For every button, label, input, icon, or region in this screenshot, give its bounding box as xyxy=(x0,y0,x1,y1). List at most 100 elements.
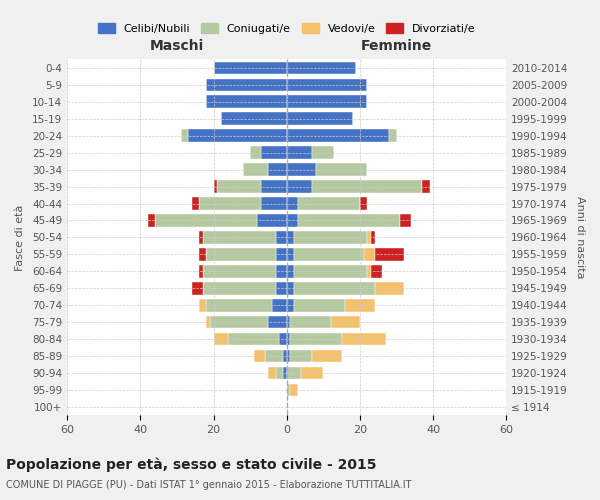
Bar xyxy=(290,384,298,396)
Bar xyxy=(294,231,367,243)
Bar xyxy=(199,265,203,278)
Bar xyxy=(276,282,287,294)
Bar xyxy=(148,214,155,227)
Bar xyxy=(191,282,203,294)
Bar xyxy=(287,214,298,227)
Bar xyxy=(276,265,287,278)
Bar xyxy=(360,197,367,210)
Bar xyxy=(283,366,287,380)
Bar xyxy=(268,164,287,176)
Bar xyxy=(313,350,341,362)
Bar xyxy=(374,282,404,294)
Bar xyxy=(199,248,206,260)
Bar xyxy=(181,130,188,142)
Bar xyxy=(346,299,374,312)
Bar xyxy=(371,231,374,243)
Bar xyxy=(287,350,290,362)
Text: COMUNE DI PIAGGE (PU) - Dati ISTAT 1° gennaio 2015 - Elaborazione TUTTITALIA.IT: COMUNE DI PIAGGE (PU) - Dati ISTAT 1° ge… xyxy=(6,480,412,490)
Bar xyxy=(287,316,290,328)
Bar xyxy=(214,332,228,345)
Bar xyxy=(400,214,411,227)
Bar xyxy=(287,282,294,294)
Bar xyxy=(228,332,280,345)
Bar xyxy=(199,299,206,312)
Bar xyxy=(298,214,400,227)
Bar xyxy=(374,248,404,260)
Bar xyxy=(422,180,430,193)
Bar xyxy=(268,366,276,380)
Bar xyxy=(301,366,323,380)
Bar xyxy=(203,231,276,243)
Bar xyxy=(313,180,422,193)
Bar xyxy=(283,350,287,362)
Bar xyxy=(287,299,294,312)
Bar xyxy=(331,316,360,328)
Bar xyxy=(261,197,287,210)
Bar xyxy=(261,180,287,193)
Bar xyxy=(298,197,360,210)
Bar xyxy=(367,265,371,278)
Y-axis label: Fasce di età: Fasce di età xyxy=(15,204,25,270)
Bar xyxy=(287,78,367,92)
Bar xyxy=(287,146,313,159)
Bar xyxy=(294,265,367,278)
Bar xyxy=(367,231,371,243)
Bar xyxy=(217,180,261,193)
Bar xyxy=(389,130,397,142)
Bar xyxy=(287,62,356,74)
Bar xyxy=(287,130,389,142)
Bar xyxy=(290,316,331,328)
Bar xyxy=(268,316,287,328)
Bar xyxy=(287,197,298,210)
Bar xyxy=(287,366,301,380)
Text: Femmine: Femmine xyxy=(361,38,432,52)
Bar xyxy=(243,164,268,176)
Bar xyxy=(214,62,287,74)
Bar xyxy=(257,214,287,227)
Bar xyxy=(341,332,386,345)
Bar xyxy=(265,350,283,362)
Bar xyxy=(206,299,272,312)
Bar xyxy=(199,197,261,210)
Bar xyxy=(272,299,287,312)
Bar xyxy=(294,299,346,312)
Bar xyxy=(371,265,382,278)
Bar xyxy=(210,316,268,328)
Bar xyxy=(313,146,334,159)
Bar xyxy=(199,231,203,243)
Bar xyxy=(287,96,367,108)
Bar xyxy=(250,146,261,159)
Bar xyxy=(287,248,294,260)
Bar xyxy=(287,384,290,396)
Bar xyxy=(261,146,287,159)
Bar xyxy=(316,164,367,176)
Bar xyxy=(203,282,276,294)
Bar xyxy=(287,180,313,193)
Bar xyxy=(206,96,287,108)
Bar xyxy=(280,332,287,345)
Bar xyxy=(191,197,199,210)
Text: Maschi: Maschi xyxy=(150,38,204,52)
Bar xyxy=(290,350,313,362)
Bar xyxy=(294,282,374,294)
Bar xyxy=(294,248,364,260)
Bar xyxy=(203,265,276,278)
Bar xyxy=(287,112,353,125)
Bar xyxy=(214,180,217,193)
Y-axis label: Anni di nascita: Anni di nascita xyxy=(575,196,585,278)
Bar xyxy=(276,248,287,260)
Bar xyxy=(221,112,287,125)
Bar xyxy=(155,214,257,227)
Bar xyxy=(290,332,341,345)
Bar xyxy=(254,350,265,362)
Bar xyxy=(364,248,374,260)
Bar xyxy=(206,316,210,328)
Bar xyxy=(276,366,283,380)
Bar xyxy=(206,78,287,92)
Bar xyxy=(188,130,287,142)
Bar xyxy=(276,231,287,243)
Bar xyxy=(287,332,290,345)
Bar xyxy=(287,164,316,176)
Bar xyxy=(287,231,294,243)
Text: Popolazione per età, sesso e stato civile - 2015: Popolazione per età, sesso e stato civil… xyxy=(6,458,377,472)
